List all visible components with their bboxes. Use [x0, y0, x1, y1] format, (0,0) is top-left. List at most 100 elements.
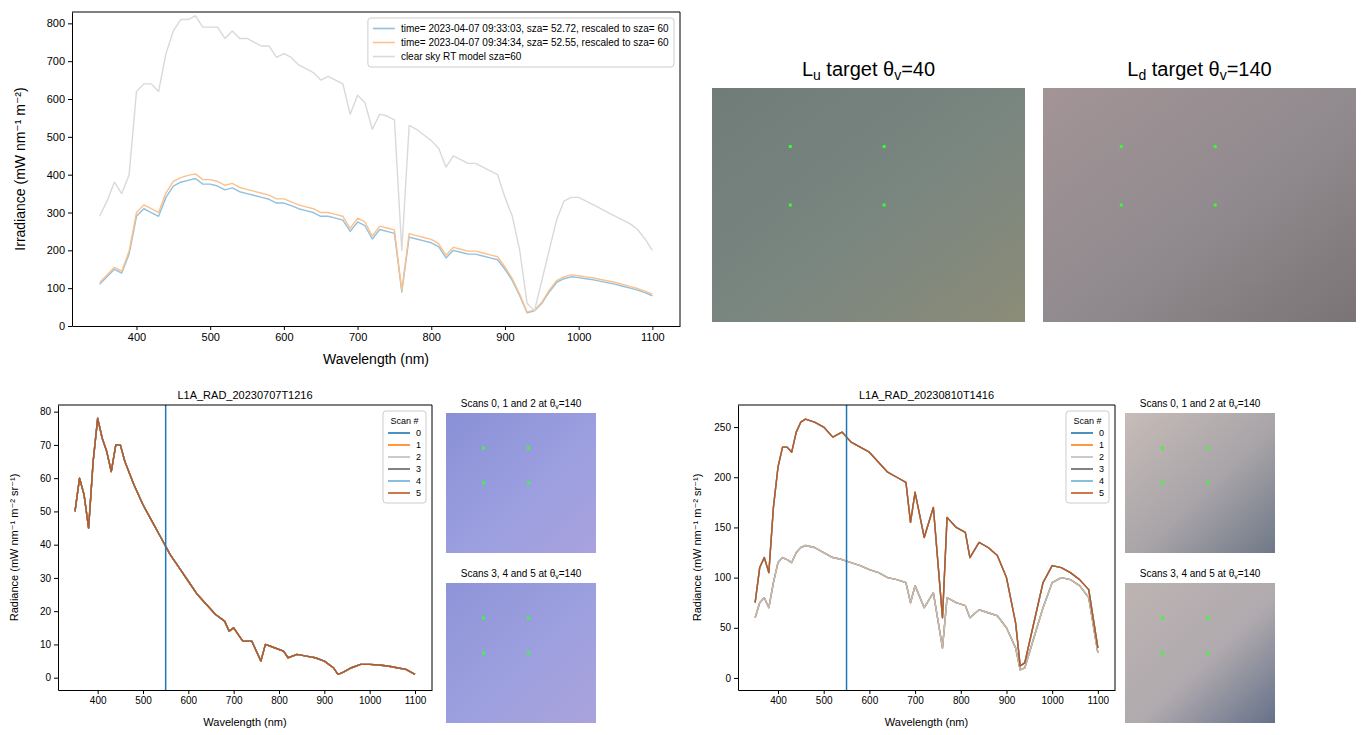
x-tick: 400 — [128, 326, 146, 343]
legend-label: time= 2023-04-07 09:34:34, sza= 52.55, r… — [401, 37, 669, 48]
y-axis: 0100200300400500600700800 — [47, 13, 73, 333]
target-marker — [482, 447, 485, 450]
y-tick-mark — [734, 578, 738, 579]
x-axis-title: Wavelength (nm) — [885, 716, 968, 728]
chart-title: L1A_RAD_20230707T1216 — [177, 389, 312, 401]
y-tick-mark — [54, 445, 58, 446]
y-axis-title: Radiance (mW nm⁻¹ m⁻² sr⁻¹) — [691, 474, 703, 622]
frame-right — [680, 12, 681, 326]
y-tick-mark — [68, 288, 72, 289]
y-tick-label: 40 — [40, 539, 52, 550]
target-marker — [883, 145, 886, 148]
y-tick-label: 100 — [47, 282, 65, 294]
x-axis-line — [739, 690, 1116, 691]
x-tick: 800 — [423, 326, 441, 343]
y-tick-label: 30 — [40, 573, 52, 584]
y-tick: 0 — [45, 672, 58, 683]
x-tick-mark — [579, 326, 580, 330]
series-line — [75, 418, 415, 674]
legend-label: 3 — [416, 464, 421, 474]
y-tick: 100 — [714, 572, 738, 583]
y-tick-label: 200 — [714, 472, 731, 483]
y-tick-label: 300 — [47, 207, 65, 219]
x-axis: 40050060070080090010001100 — [73, 326, 681, 343]
legend-swatch — [1071, 456, 1093, 458]
legend: Scan #012345 — [383, 411, 426, 503]
x-tick-mark — [234, 690, 235, 694]
target-marker — [789, 145, 792, 148]
photo — [1125, 583, 1275, 723]
legend-label: 0 — [416, 428, 421, 438]
photo-title: Scans 3, 4 and 5 at θv=140 — [1140, 568, 1261, 580]
target-marker — [789, 204, 792, 207]
y-tick: 80 — [40, 406, 58, 417]
y-tick-mark — [68, 23, 72, 24]
y-tick: 10 — [40, 639, 58, 650]
y-tick: 50 — [720, 622, 738, 633]
legend-swatch — [1071, 468, 1093, 470]
x-tick: 700 — [349, 326, 367, 343]
photo-title-part: Scans 3, 4 and 5 at θ — [461, 568, 556, 579]
legend-item: time= 2023-04-07 09:33:03, sza= 52.72, r… — [373, 23, 669, 34]
x-tick-mark — [824, 690, 825, 694]
y-tick: 0 — [725, 673, 738, 684]
legend-swatch — [1071, 480, 1093, 482]
x-tick-label: 700 — [349, 331, 367, 343]
legend-swatch — [1071, 432, 1093, 434]
legend-title: Scan # — [390, 416, 418, 426]
y-tick: 250 — [714, 422, 738, 433]
y-tick-mark — [68, 175, 72, 176]
photo-title: Scans 0, 1 and 2 at θv=140 — [1140, 398, 1261, 410]
legend-label: 2 — [416, 452, 421, 462]
target-marker — [527, 617, 530, 620]
legend-item: 2 — [388, 452, 421, 462]
photo-title-part: =140 — [1227, 58, 1272, 80]
target-marker — [1120, 204, 1123, 207]
y-tick: 150 — [714, 522, 738, 533]
y-tick-label: 500 — [47, 131, 65, 143]
x-tick-label: 1000 — [567, 331, 591, 343]
y-tick: 50 — [40, 506, 58, 517]
series-line — [755, 545, 1098, 669]
x-tick-label: 400 — [90, 695, 107, 706]
legend-label: 5 — [1099, 488, 1104, 498]
chart-panel: 4005006007008009001000110005010015020025… — [691, 389, 1116, 728]
photo-panel: Scans 0, 1 and 2 at θv=140 — [1125, 398, 1275, 553]
x-tick-label: 1100 — [1088, 695, 1110, 706]
x-tick-mark — [1052, 690, 1053, 694]
x-tick: 500 — [816, 690, 833, 706]
y-tick-label: 20 — [40, 606, 52, 617]
y-tick: 400 — [47, 169, 72, 181]
x-tick-mark — [210, 326, 211, 330]
y-tick-mark — [734, 477, 738, 478]
photo-title: Scans 0, 1 and 2 at θv=140 — [461, 398, 582, 410]
y-tick: 0 — [59, 320, 72, 332]
x-tick: 600 — [275, 326, 293, 343]
target-marker — [1206, 447, 1209, 450]
chart-panel: 4005006007008009001000110001002003004005… — [12, 12, 681, 367]
legend-swatch — [388, 468, 410, 470]
x-tick-label: 800 — [271, 695, 288, 706]
x-tick-label: 600 — [862, 695, 879, 706]
y-tick: 20 — [40, 606, 58, 617]
series-line — [75, 418, 415, 674]
x-tick: 600 — [180, 690, 197, 706]
figure: 4005006007008009001000110001002003004005… — [0, 0, 1371, 735]
legend-swatch — [373, 28, 395, 30]
x-tick-label: 400 — [770, 695, 787, 706]
y-tick: 200 — [47, 244, 72, 256]
y-tick-mark — [54, 511, 58, 512]
photo — [446, 413, 596, 553]
y-tick: 40 — [40, 539, 58, 550]
y-tick-mark — [54, 644, 58, 645]
y-tick-label: 100 — [714, 572, 731, 583]
x-tick: 1000 — [567, 326, 591, 343]
x-tick: 1000 — [1042, 690, 1065, 706]
legend-swatch — [388, 432, 410, 434]
y-tick-label: 50 — [720, 622, 732, 633]
x-tick-label: 1000 — [1042, 695, 1065, 706]
y-tick-label: 150 — [714, 522, 731, 533]
plot-marks — [755, 405, 1098, 690]
legend-swatch — [1071, 492, 1093, 494]
y-tick-label: 10 — [40, 639, 52, 650]
